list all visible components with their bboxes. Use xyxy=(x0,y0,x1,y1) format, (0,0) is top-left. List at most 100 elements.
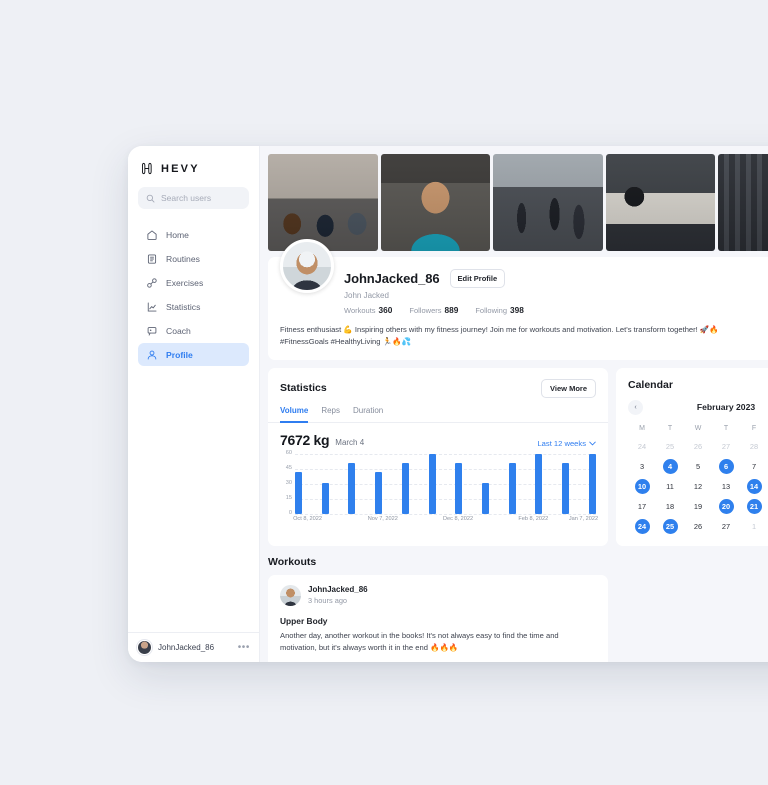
sidebar-item-statistics[interactable]: Statistics xyxy=(138,295,249,318)
calendar-day-number: 24 xyxy=(634,518,650,534)
calendar-day[interactable]: 18 xyxy=(656,498,684,515)
view-more-button[interactable]: View More xyxy=(541,378,596,398)
calendar-day[interactable]: 7 xyxy=(740,458,768,475)
workout-post-card[interactable]: JohnJacked_86 3 hours ago Upper Body Ano… xyxy=(268,574,608,662)
portrait-photo[interactable] xyxy=(380,154,491,251)
home-icon xyxy=(147,230,157,240)
tab-duration[interactable]: Duration xyxy=(353,405,384,415)
sidebar-item-label: Exercises xyxy=(166,277,204,288)
calendar-day-number: 13 xyxy=(721,481,731,491)
tab-volume[interactable]: Volume xyxy=(280,406,309,423)
calendar-day-active[interactable]: 25 xyxy=(656,518,684,535)
sidebar-item-routines[interactable]: Routines xyxy=(138,247,249,270)
calendar-day[interactable]: 12 xyxy=(684,478,712,495)
calendar-title: Calendar xyxy=(628,378,673,391)
sidebar-item-exercises[interactable]: Exercises xyxy=(138,271,249,294)
calendar-day-active[interactable]: 21 xyxy=(740,498,768,515)
profile-real-name: John Jacked xyxy=(344,291,389,300)
stat-value: 398 xyxy=(510,305,524,315)
workouts-section: Workouts JohnJacked_86 3 hours ago Upper… xyxy=(268,556,768,662)
calendar-day-number: 27 xyxy=(721,441,731,451)
prev-month-button[interactable]: ‹ xyxy=(628,399,643,415)
chart-bar[interactable] xyxy=(562,462,570,514)
calendar-day-number: 7 xyxy=(751,461,757,471)
workout-author: JohnJacked_86 xyxy=(308,585,368,595)
chart-bar[interactable] xyxy=(482,482,490,514)
chart-plot-area xyxy=(295,453,596,515)
calendar-nav: ‹ February 2023 › xyxy=(628,399,768,415)
chart-bar[interactable] xyxy=(455,462,463,514)
calendar-day-active[interactable]: 10 xyxy=(628,478,656,495)
hevy-logo-icon xyxy=(142,162,152,175)
search-placeholder: Search users xyxy=(161,193,212,203)
calendar-day[interactable]: 1 xyxy=(740,518,768,535)
stat-followers[interactable]: Followers 889 xyxy=(409,305,458,315)
calendar-day-active[interactable]: 14 xyxy=(740,478,768,495)
search-icon xyxy=(146,194,155,202)
calendar-dow-label: T xyxy=(723,424,729,432)
calendar-day[interactable]: 27 xyxy=(712,518,740,535)
chart-gridline xyxy=(295,468,596,470)
calendar-day[interactable]: 17 xyxy=(628,498,656,515)
gym-floor-photo[interactable] xyxy=(493,154,603,251)
page-title: JohnJacked_86 xyxy=(344,271,440,286)
calendar-day[interactable]: 11 xyxy=(656,478,684,495)
calendar-day[interactable]: 3 xyxy=(628,458,656,475)
calendar-day-number: 10 xyxy=(634,478,650,494)
chart-x-tick: Nov 7, 2022 xyxy=(367,515,398,522)
stat-following[interactable]: Following 398 xyxy=(475,305,524,315)
dumbbell-rack-photo[interactable] xyxy=(718,154,768,251)
calendar-dow-label: W xyxy=(694,424,702,432)
chart-bar[interactable] xyxy=(348,462,356,514)
profile-photo-strip xyxy=(268,154,768,251)
sidebar-item-coach[interactable]: Coach xyxy=(138,319,249,342)
workout-description: Another day, another workout in the book… xyxy=(280,630,559,652)
chart-gridline xyxy=(295,498,596,500)
sidebar-item-home[interactable]: Home xyxy=(138,223,249,246)
calendar-day[interactable]: 27 xyxy=(712,438,740,455)
date-range-select[interactable]: Last 12 weeks xyxy=(537,439,596,448)
calendar-day[interactable]: 25 xyxy=(656,438,684,455)
calendar-day-active[interactable]: 4 xyxy=(656,458,684,475)
calendar-day-active[interactable]: 20 xyxy=(712,498,740,515)
chart-bar[interactable] xyxy=(535,453,543,514)
calendar-day[interactable]: 28 xyxy=(740,438,768,455)
calendar-day[interactable]: 5 xyxy=(684,458,712,475)
sidebar-user-name: JohnJacked_86 xyxy=(158,643,215,652)
calendar-day-active[interactable]: 6 xyxy=(712,458,740,475)
chart-y-tick: 15 xyxy=(285,494,292,501)
sidebar-user-bar[interactable]: JohnJacked_86 ••• xyxy=(128,632,259,662)
chart-bar[interactable] xyxy=(428,453,436,514)
calendar-day[interactable]: 24 xyxy=(628,438,656,455)
chart-bar[interactable] xyxy=(321,482,329,514)
chart-bar[interactable] xyxy=(401,462,409,514)
profile-card: JohnJacked_86 Edit Profile John Jacked W… xyxy=(268,239,768,360)
chart-bars xyxy=(295,453,596,514)
chart-x-tick: Oct 8, 2022 xyxy=(293,515,322,522)
chart-bar[interactable] xyxy=(295,471,302,514)
chart-y-axis: 0 15 30 45 60 xyxy=(280,450,294,515)
brand-name: HEVY xyxy=(161,162,200,175)
gym-group-photo[interactable] xyxy=(268,154,378,251)
edit-profile-button[interactable]: Edit Profile xyxy=(449,269,506,288)
chart-bar[interactable] xyxy=(508,462,516,514)
more-options-icon[interactable]: ••• xyxy=(237,642,250,653)
bench-press-photo[interactable] xyxy=(605,154,716,251)
calendar-day-number: 4 xyxy=(662,458,678,474)
calendar-day[interactable]: 19 xyxy=(684,498,712,515)
calendar-day[interactable]: 13 xyxy=(712,478,740,495)
chart-bar[interactable] xyxy=(588,453,596,514)
search-input[interactable]: Search users xyxy=(138,187,249,209)
calendar-day[interactable]: 26 xyxy=(684,518,712,535)
calendar-day-active[interactable]: 24 xyxy=(628,518,656,535)
calendar-day[interactable]: 26 xyxy=(684,438,712,455)
calendar-day-number: 14 xyxy=(746,478,762,494)
avatar[interactable] xyxy=(280,239,334,293)
stat-workouts[interactable]: Workouts 360 xyxy=(344,305,392,315)
tab-reps[interactable]: Reps xyxy=(321,405,340,415)
sidebar-item-profile[interactable]: Profile xyxy=(138,343,249,366)
dumbbell-icon xyxy=(147,277,157,288)
chart-gridline xyxy=(295,513,596,515)
chart-bar[interactable] xyxy=(375,471,383,514)
brand-logo[interactable]: HEVY xyxy=(138,160,249,187)
